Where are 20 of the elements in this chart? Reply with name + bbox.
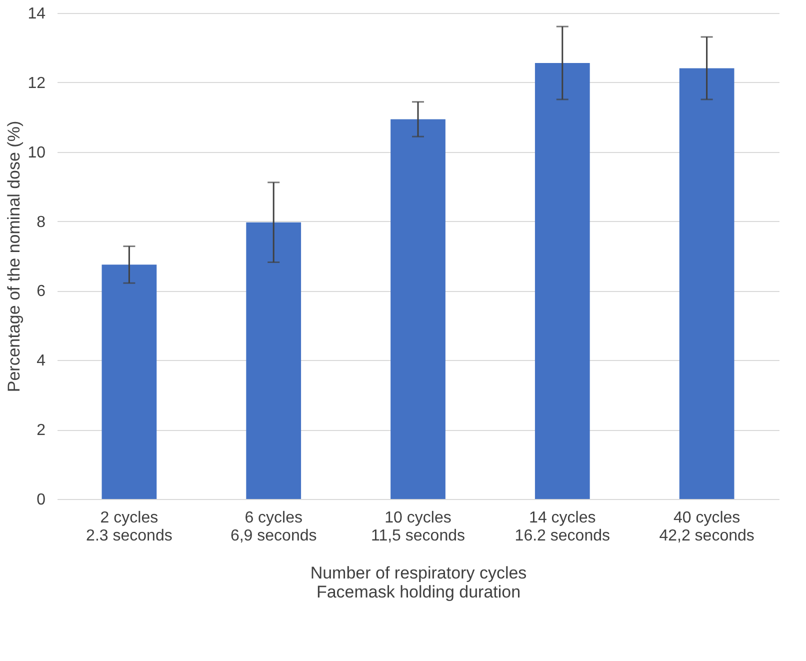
x-tick-label: 14 cycles 16.2 seconds: [514, 510, 610, 544]
x-tick-label: 10 cycles 11,5 seconds: [371, 510, 465, 544]
x-tick-label: 6 cycles 6,9 seconds: [230, 510, 317, 544]
y-tick-label: 12: [28, 74, 46, 92]
y-tick-label: 6: [36, 283, 46, 300]
bar: [102, 264, 157, 499]
x-axis-title: Number of respiratory cycles Facemask holding duration: [310, 564, 527, 602]
y-tick-label: 14: [28, 6, 46, 22]
x-tick-label: 40 cycles 42,2 seconds: [659, 510, 754, 544]
y-tick-label: 0: [36, 492, 46, 508]
x-tick-label: 2 cycles 2.3 seconds: [86, 510, 172, 544]
bar: [390, 119, 446, 499]
y-tick-label: 10: [28, 144, 46, 162]
y-tick-label: 8: [36, 214, 46, 231]
bar: [679, 68, 734, 499]
y-tick-label: 4: [36, 352, 46, 370]
bar: [246, 222, 302, 499]
y-axis-title: Percentage of the nominal dose (%): [4, 120, 24, 392]
bar: [534, 62, 590, 499]
y-tick-label: 2: [36, 422, 46, 440]
